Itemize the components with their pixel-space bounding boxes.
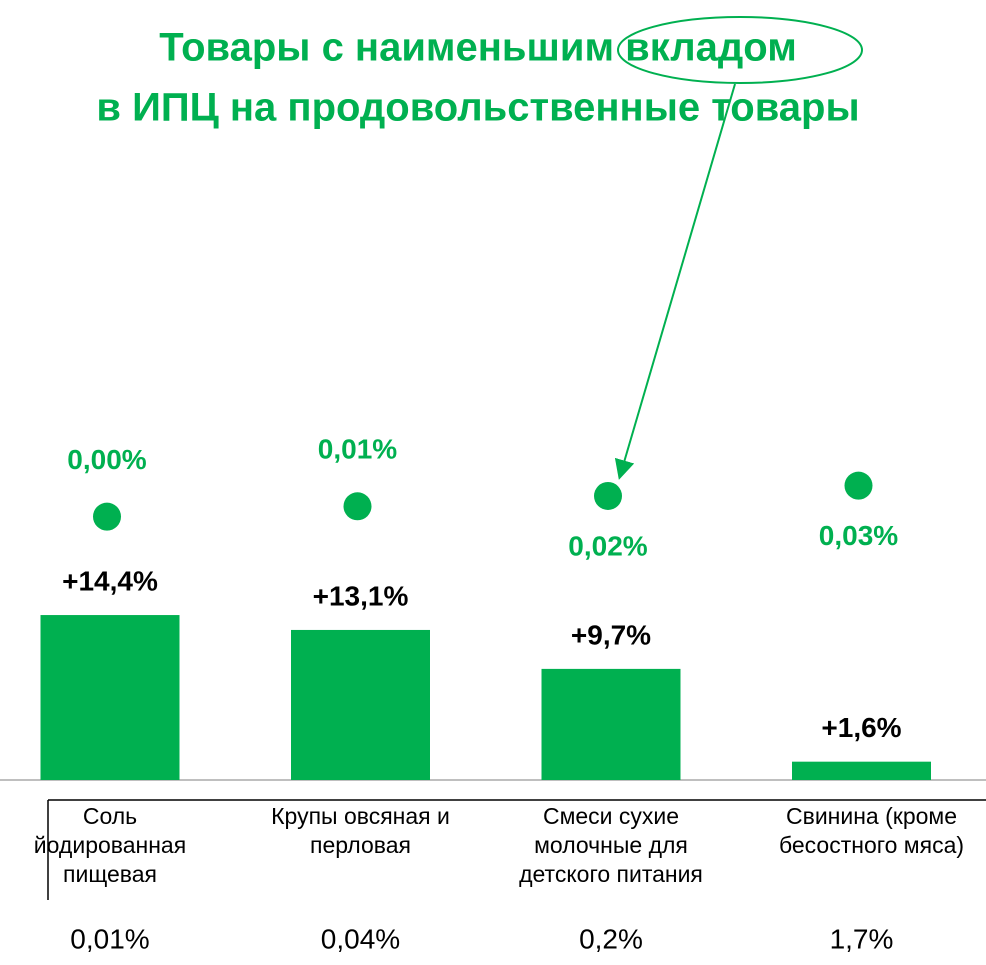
bar-value-label: +13,1% <box>313 580 409 611</box>
bar-value-label: +1,6% <box>821 712 901 743</box>
x-tick-label: йодированная <box>34 832 186 858</box>
bar-value-label: +9,7% <box>571 619 651 650</box>
highlight-ellipse <box>617 16 863 84</box>
dot-value-label: 0,00% <box>67 444 146 475</box>
annotation-arrow <box>614 83 736 480</box>
x-tick-label: Смеси сухие <box>543 803 679 829</box>
x-tick-label: пищевая <box>63 861 157 887</box>
bar <box>541 668 681 780</box>
x-tick-label: перловая <box>310 832 411 858</box>
dot-value-label: 0,03% <box>819 520 898 551</box>
dot <box>594 481 622 510</box>
bar <box>291 629 430 780</box>
chart-title: в ИПЦ на продовольственные товары <box>96 86 859 130</box>
x-tick-label: Соль <box>83 803 137 829</box>
table-cell: 1,7% <box>830 923 894 954</box>
dot-value-label: 0,01% <box>318 434 397 465</box>
bar <box>792 761 931 780</box>
x-tick-label: Крупы овсяная и <box>271 803 450 829</box>
dot <box>343 492 372 521</box>
table-cell: 0,2% <box>579 923 643 954</box>
table-cell: 0,01% <box>70 923 149 954</box>
chart-title: Товары с наименьшим вкладом <box>159 26 797 70</box>
dot-value-label: 0,02% <box>568 530 647 561</box>
dot <box>93 502 121 531</box>
bar-value-label: +14,4% <box>62 565 158 596</box>
dot <box>844 471 873 500</box>
table-cell: 0,04% <box>321 923 400 954</box>
x-tick-label: детского питания <box>519 861 703 887</box>
x-tick-label: Свинина (кроме <box>786 803 957 829</box>
x-tick-label: молочные для <box>534 832 688 858</box>
x-tick-label: бесостного мяса) <box>779 832 964 858</box>
bar <box>40 615 180 780</box>
